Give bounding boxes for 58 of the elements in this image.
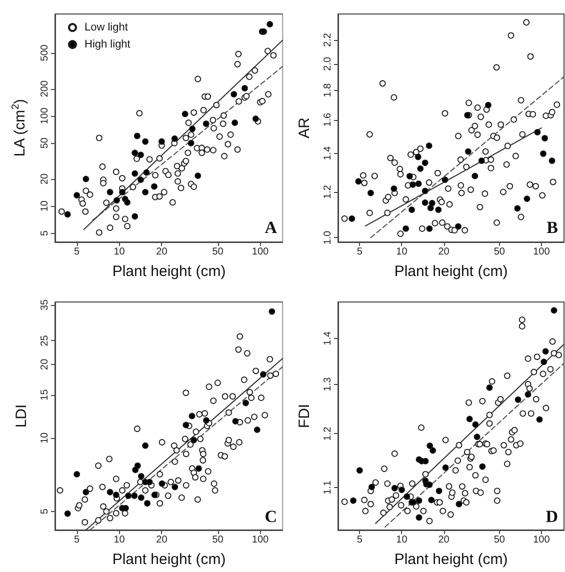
y-tick-label: 15 [40, 388, 50, 400]
x-tick-label: 5 [356, 246, 363, 258]
x-tick-label: 10 [114, 246, 126, 258]
x-tick-label: 5 [356, 534, 363, 546]
y-tick-label: 1.8 [322, 82, 334, 98]
x-tick-label: 100 [252, 246, 270, 258]
y-tick-label: 1.2 [322, 426, 334, 441]
legend-label: High light [84, 38, 130, 50]
x-axis-title: Plant height (cm) [394, 551, 508, 568]
y-axis-title: FDI [296, 404, 313, 428]
y-tick-label: 10 [40, 200, 50, 212]
x-tick-label: 10 [396, 246, 408, 258]
y-tick-label: 1.4 [322, 146, 334, 160]
x-tick-label: 100 [533, 534, 550, 546]
y-tick-label: 20 [40, 172, 50, 185]
y-tick-label: 500 [40, 44, 50, 62]
x-tick-label: 5 [74, 246, 80, 258]
x-tick-label: 10 [396, 534, 408, 546]
annotation: A [264, 218, 278, 237]
y-tick-label: 1.1 [322, 480, 334, 494]
x-axis-title: Plant height (cm) [112, 263, 226, 280]
y-tick-label: 5 [40, 230, 50, 236]
y-tick-label: 2.0 [322, 56, 334, 71]
y-axis-title: LDI [13, 404, 30, 428]
x-tick-label: 20 [438, 534, 450, 546]
y-tick-label: 50 [40, 137, 50, 149]
y-tick-label: 5 [40, 508, 50, 514]
y-tick-label: 1.2 [322, 184, 334, 199]
annotation: D [546, 507, 558, 526]
y-tick-label: 2.2 [322, 32, 334, 47]
x-tick-label: 100 [533, 246, 550, 258]
y-tick-label: 200 [40, 80, 50, 98]
x-tick-label: 20 [156, 246, 168, 258]
y-axis-title: AR [296, 117, 313, 138]
y-tick-label: 20 [40, 358, 50, 370]
legend-label: Low light [84, 22, 128, 34]
x-tick-label: 100 [252, 534, 270, 546]
annotation: B [546, 218, 558, 237]
x-axis-title: Plant height (cm) [112, 551, 226, 568]
x-tick-label: 50 [212, 534, 224, 546]
x-tick-label: 5 [74, 534, 80, 546]
y-tick-label: 10 [40, 432, 50, 444]
y-tick-label: 35 [40, 298, 50, 311]
x-tick-label: 20 [438, 246, 450, 258]
y-tick-label: 1.0 [322, 230, 334, 245]
y-tick-label: 100 [40, 107, 50, 124]
y-tick-label: 1.6 [322, 112, 334, 127]
y-tick-label: 1.4 [322, 331, 334, 346]
x-tick-label: 10 [114, 534, 126, 546]
y-axis-title: LA (cm2) [10, 98, 28, 157]
x-tick-label: 50 [212, 246, 224, 258]
x-tick-label: 50 [494, 534, 506, 546]
y-tick-label: 1.3 [322, 376, 334, 392]
x-tick-label: 50 [494, 246, 506, 258]
annotation: C [264, 507, 278, 526]
x-axis-title: Plant height (cm) [394, 263, 508, 280]
x-tick-label: 20 [156, 534, 168, 546]
y-tick-label: 25 [40, 334, 50, 346]
